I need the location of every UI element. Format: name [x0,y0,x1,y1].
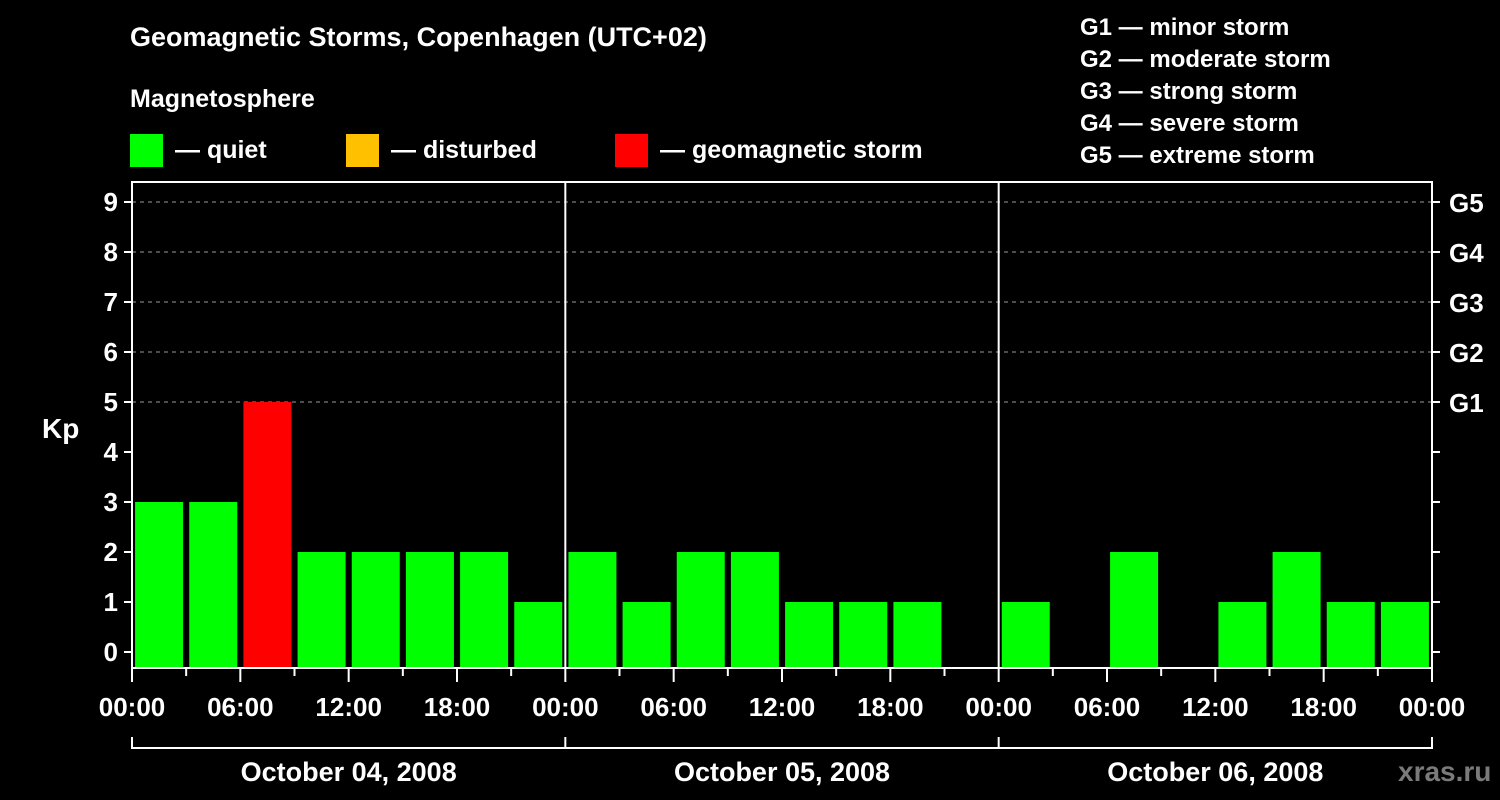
x-tick-label: 00:00 [532,692,599,722]
legend-storm-label: — geomagnetic storm [660,135,923,164]
y-axis-label: Kp [42,413,79,444]
kp-bar [568,552,617,668]
y-tick-label: 7 [104,287,118,317]
y-tick-label: 5 [104,387,118,417]
storm-level-g2: G2 — moderate storm [1080,46,1331,73]
kp-bar [839,602,888,668]
kp-bar [1380,602,1429,668]
kp-bar [622,602,671,668]
y-tick-label: 0 [104,637,118,667]
kp-bar [135,502,184,668]
y-tick-label: 9 [104,187,118,217]
kp-bar [1326,602,1375,668]
x-tick-label: 00:00 [1399,692,1466,722]
g-scale-label: G3 [1449,288,1484,318]
x-tick-label: 00:00 [965,692,1032,722]
storm-level-g5: G5 — extreme storm [1080,142,1315,169]
chart-subtitle: Magnetosphere [130,85,315,113]
kp-bar [243,402,292,668]
date-label: October 06, 2008 [1107,757,1323,787]
date-label: October 04, 2008 [241,757,457,787]
kp-bar [189,502,238,668]
g-scale-label: G4 [1449,238,1484,268]
watermark: xras.ru [1398,756,1492,787]
legend-quiet-label: — quiet [175,135,267,164]
kp-bar [893,602,942,668]
g-scale-label: G2 [1449,338,1484,368]
kp-bar [1272,552,1321,668]
kp-bar [460,552,509,668]
x-tick-label: 06:00 [640,692,707,722]
g-scale-label: G1 [1449,388,1484,418]
storm-level-g3: G3 — strong storm [1080,78,1298,105]
storm-level-g4: G4 — severe storm [1080,110,1299,137]
kp-bar [1218,602,1267,668]
g-scale-label: G5 [1449,188,1484,218]
y-tick-label: 2 [104,537,118,567]
y-tick-label: 6 [104,337,118,367]
kp-bar [1110,552,1159,668]
y-tick-label: 1 [104,587,118,617]
x-tick-label: 00:00 [99,692,166,722]
y-tick-label: 4 [104,437,119,467]
legend-disturbed-label: — disturbed [391,135,537,164]
x-tick-label: 12:00 [749,692,816,722]
y-tick-label: 8 [104,237,118,267]
kp-bar [514,602,563,668]
chart-title: Geomagnetic Storms, Copenhagen (UTC+02) [130,22,707,52]
x-tick-label: 06:00 [1074,692,1141,722]
kp-bar [405,552,454,668]
x-tick-label: 18:00 [1290,692,1357,722]
kp-bar [785,602,834,668]
kp-bar [676,552,725,668]
kp-bar [1001,602,1050,668]
legend-storm: — geomagnetic storm [615,132,923,168]
kp-bar [297,552,346,668]
legend-disturbed-swatch [346,133,379,167]
y-tick-label: 3 [104,487,118,517]
kp-bar [351,552,400,668]
x-tick-label: 12:00 [1182,692,1249,722]
x-tick-label: 12:00 [315,692,382,722]
kp-bar [730,552,779,668]
date-label: October 05, 2008 [674,757,890,787]
legend-disturbed: — disturbed [346,132,537,168]
legend-quiet-swatch [130,133,163,167]
legend-quiet: — quiet [130,132,267,168]
x-tick-label: 18:00 [857,692,924,722]
legend-storm-swatch [615,133,648,167]
x-tick-label: 18:00 [424,692,491,722]
x-tick-label: 06:00 [207,692,274,722]
storm-level-g1: G1 — minor storm [1080,14,1290,41]
